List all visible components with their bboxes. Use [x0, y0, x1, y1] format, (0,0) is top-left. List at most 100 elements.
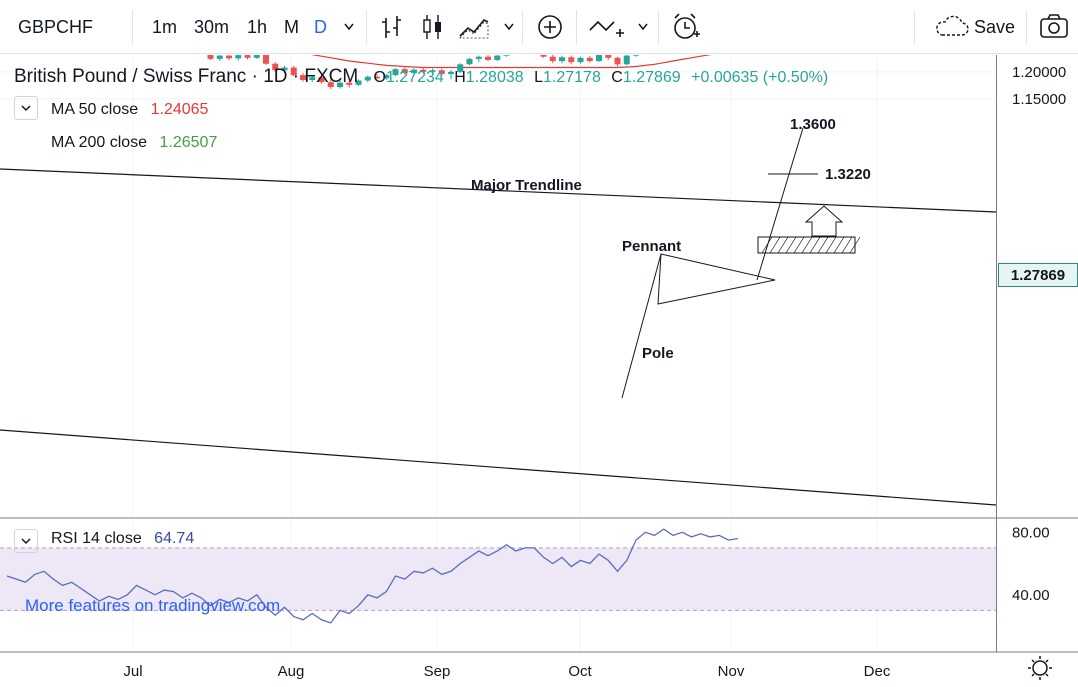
candle-body: [577, 57, 584, 63]
candle: [318, 76, 325, 84]
toolbar-divider: [914, 10, 915, 44]
hatch-line: [833, 236, 845, 254]
annotation-labels: Major Trendline Pennant Pole 1.3600 1.3220: [471, 116, 871, 362]
candle: [457, 63, 464, 73]
candle-body: [549, 56, 556, 62]
compare-button[interactable]: [588, 0, 624, 54]
interval-1m-button[interactable]: 1m: [152, 17, 178, 37]
collapse-legend-button[interactable]: [14, 96, 38, 120]
candle-body: [300, 75, 306, 80]
ma50-value: 1.24065: [150, 101, 209, 118]
candle-body: [438, 70, 445, 75]
axes: [0, 55, 1078, 653]
interval-dropdown-button[interactable]: [342, 0, 360, 54]
symbol-legend: British Pound / Swiss Franc · 1D · FXCM …: [14, 66, 828, 88]
interval-day-button[interactable]: D: [314, 17, 327, 37]
interval-month-button[interactable]: M: [284, 17, 299, 37]
candle-style-button[interactable]: [420, 0, 446, 54]
candlestick-series: [207, 55, 639, 90]
candle-body: [559, 57, 565, 62]
bar-style-button[interactable]: [380, 0, 406, 54]
candle: [420, 67, 427, 74]
trendlines: [0, 168, 997, 506]
candle: [623, 55, 630, 66]
indicators-button[interactable]: [536, 0, 564, 54]
rsi-axis: 80.00 40.00: [1012, 524, 1050, 604]
candle-body: [364, 76, 371, 81]
candle-body: [633, 55, 639, 56]
candle-body: [290, 67, 297, 76]
high-label: H: [454, 69, 466, 86]
alert-button[interactable]: [670, 0, 702, 54]
candle: [226, 55, 232, 60]
chevron-down-icon: [21, 538, 31, 545]
rsi-legend[interactable]: RSI 14 close 64.74: [51, 530, 194, 548]
time-tick-label: Dec: [864, 663, 891, 680]
candle: [577, 56, 584, 64]
top-toolbar: GBPCHF 1m 30m 1h M D: [0, 0, 1078, 54]
time-tick-label: Oct: [568, 663, 592, 680]
time-tick-label: Sep: [424, 663, 451, 680]
ma50-legend[interactable]: MA 50 close 1.24065: [51, 101, 208, 119]
symbol-search-button[interactable]: GBPCHF: [18, 0, 93, 54]
change-value: +0.00635 (+0.50%): [691, 69, 829, 86]
candle-body: [466, 58, 473, 65]
area-style-button[interactable]: [458, 0, 490, 54]
candle-body: [253, 55, 260, 58]
candle-body: [623, 55, 630, 65]
snapshot-button[interactable]: [1038, 0, 1070, 54]
ma50-label: MA 50 close: [51, 101, 139, 118]
interval-30m-button[interactable]: 30m: [194, 17, 230, 37]
low-label: L: [534, 69, 543, 86]
compare-dropdown-button[interactable]: [636, 0, 652, 54]
chart-canvas[interactable]: Major Trendline Pennant Pole 1.3600 1.3220 1…: [0, 55, 1078, 687]
candle: [568, 55, 575, 65]
collapse-rsi-button[interactable]: [14, 529, 38, 553]
candle: [281, 65, 288, 73]
candle-body: [383, 75, 390, 79]
ma200-legend[interactable]: MA 200 close 1.26507: [51, 134, 217, 152]
settings-button[interactable]: [1028, 656, 1052, 680]
candle: [337, 81, 343, 89]
toolbar-divider: [1026, 10, 1027, 44]
candle-body: [540, 55, 547, 57]
chart-style-dropdown-button[interactable]: [502, 0, 518, 54]
candle: [494, 55, 501, 62]
candle-body: [272, 63, 279, 71]
ma50-line: [311, 55, 712, 69]
candle-body: [411, 69, 417, 73]
open-value: 1.27234: [385, 69, 444, 86]
candle: [466, 57, 473, 66]
breakout-zone-box: [757, 236, 856, 254]
candle: [300, 72, 306, 82]
candle-body: [457, 64, 464, 72]
rsi-tick-label: 40.00: [1012, 587, 1050, 604]
hatch-line: [825, 236, 837, 254]
save-button[interactable]: Save: [934, 0, 1015, 54]
hatch-line: [817, 236, 829, 254]
candle-body: [318, 77, 325, 83]
toolbar-divider: [132, 10, 133, 44]
candle: [263, 55, 269, 65]
candle: [244, 55, 251, 60]
alarm-clock-icon: [674, 13, 700, 39]
bars-icon: [382, 16, 401, 38]
hatch-line: [849, 236, 861, 254]
candle: [401, 67, 408, 75]
candle: [485, 55, 491, 62]
candle: [586, 56, 593, 63]
interval-1h-button[interactable]: 1h: [247, 17, 268, 37]
breakout-zone: [757, 236, 861, 254]
major-trendline: [0, 168, 997, 213]
candle: [411, 68, 417, 75]
candle-body: [568, 57, 575, 63]
hatch-line: [801, 236, 813, 254]
tradingview-link[interactable]: More features on tradingview.com: [25, 596, 281, 615]
candle-body: [263, 55, 269, 64]
toolbar-divider: [576, 10, 577, 44]
pennant-pattern: [621, 127, 861, 399]
candle: [559, 55, 565, 64]
candle: [540, 55, 547, 58]
candle: [503, 55, 510, 57]
